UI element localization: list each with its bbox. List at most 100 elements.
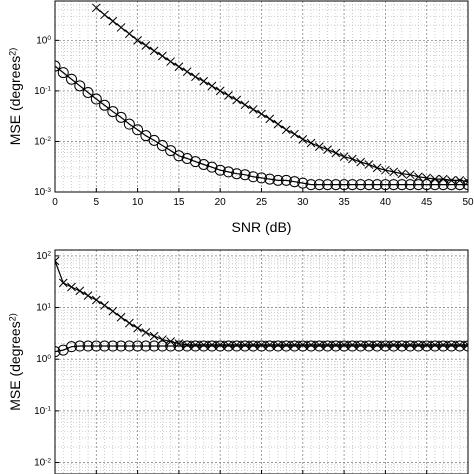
- marker: [454, 179, 466, 191]
- marker: [206, 340, 218, 352]
- x-tick-label: 0: [52, 197, 58, 208]
- marker: [74, 340, 86, 352]
- marker: [264, 173, 276, 185]
- marker: [199, 76, 209, 86]
- marker: [371, 340, 383, 352]
- marker: [265, 114, 275, 124]
- marker: [141, 328, 151, 337]
- marker: [355, 179, 367, 191]
- marker: [248, 105, 258, 114]
- marker: [421, 179, 433, 191]
- marker: [66, 341, 78, 353]
- marker: [239, 169, 251, 181]
- marker: [156, 340, 168, 352]
- marker: [396, 179, 408, 191]
- marker: [115, 340, 127, 352]
- marker: [133, 35, 142, 45]
- marker: [272, 174, 284, 186]
- marker: [247, 340, 259, 352]
- marker: [91, 295, 101, 305]
- marker: [404, 179, 416, 191]
- x-axis-label: SNR (dB): [232, 219, 292, 235]
- marker: [437, 179, 449, 191]
- marker: [437, 340, 449, 352]
- marker: [82, 340, 94, 352]
- marker: [156, 140, 168, 152]
- plot-area: [55, 1, 468, 192]
- marker: [231, 340, 243, 352]
- marker: [348, 154, 357, 164]
- marker: [133, 323, 142, 333]
- marker: [445, 340, 457, 352]
- marker: [322, 179, 334, 191]
- marker: [140, 130, 152, 142]
- marker: [290, 129, 299, 139]
- plot: 10-2 10-1 100 101 102 MSE (degrees2): [7, 249, 469, 474]
- marker: [207, 81, 217, 91]
- marker: [381, 165, 390, 175]
- marker: [330, 179, 342, 191]
- marker: [338, 179, 350, 191]
- marker: [83, 291, 93, 300]
- marker: [55, 256, 60, 266]
- series-line: [55, 345, 468, 353]
- x-tick-label: 45: [421, 197, 433, 208]
- marker: [174, 62, 184, 72]
- marker: [363, 179, 375, 191]
- marker: [281, 125, 291, 135]
- marker: [132, 340, 144, 352]
- marker: [379, 340, 391, 352]
- marker: [280, 340, 292, 352]
- marker: [141, 41, 151, 50]
- marker: [165, 145, 177, 157]
- y-axis-label: MSE (degrees2): [7, 48, 23, 146]
- marker: [108, 306, 118, 316]
- data: [55, 3, 468, 191]
- marker: [388, 179, 400, 191]
- marker: [346, 340, 358, 352]
- marker: [124, 29, 134, 39]
- marker: [455, 175, 465, 185]
- marker: [371, 179, 383, 191]
- marker: [404, 340, 416, 352]
- marker: [405, 170, 415, 180]
- marker: [149, 46, 159, 56]
- marker: [222, 166, 234, 178]
- marker: [389, 167, 399, 177]
- plot: 10-3 10-2 10-1 100 0 5 10 15 20 25 30 35 40 45 50 SNR (…: [7, 0, 474, 235]
- marker: [181, 152, 193, 164]
- marker: [148, 340, 160, 352]
- marker: [323, 145, 332, 154]
- marker: [74, 80, 86, 92]
- marker: [173, 340, 185, 352]
- series-line: [95, 7, 468, 183]
- marker: [256, 340, 267, 352]
- marker: [264, 340, 276, 352]
- marker: [166, 57, 175, 66]
- marker: [257, 109, 266, 119]
- marker: [429, 179, 441, 191]
- series-line: [55, 65, 468, 186]
- marker: [107, 106, 119, 118]
- marker: [447, 175, 456, 185]
- marker: [240, 100, 250, 110]
- marker: [306, 138, 316, 148]
- marker: [313, 179, 325, 191]
- marker: [231, 168, 243, 180]
- marker: [100, 10, 109, 20]
- marker: [355, 340, 367, 352]
- marker: [206, 161, 218, 173]
- marker: [215, 86, 225, 96]
- x-tick-label: 10: [132, 197, 144, 208]
- x-tick-label: 5: [94, 197, 100, 208]
- marker: [363, 340, 375, 352]
- marker: [198, 340, 210, 352]
- marker: [256, 172, 267, 184]
- marker: [75, 286, 85, 296]
- marker: [298, 135, 308, 144]
- marker: [454, 340, 466, 352]
- marker: [330, 340, 342, 352]
- y-tick-label: 10-1: [34, 86, 51, 97]
- marker: [429, 340, 441, 352]
- marker: [132, 124, 144, 136]
